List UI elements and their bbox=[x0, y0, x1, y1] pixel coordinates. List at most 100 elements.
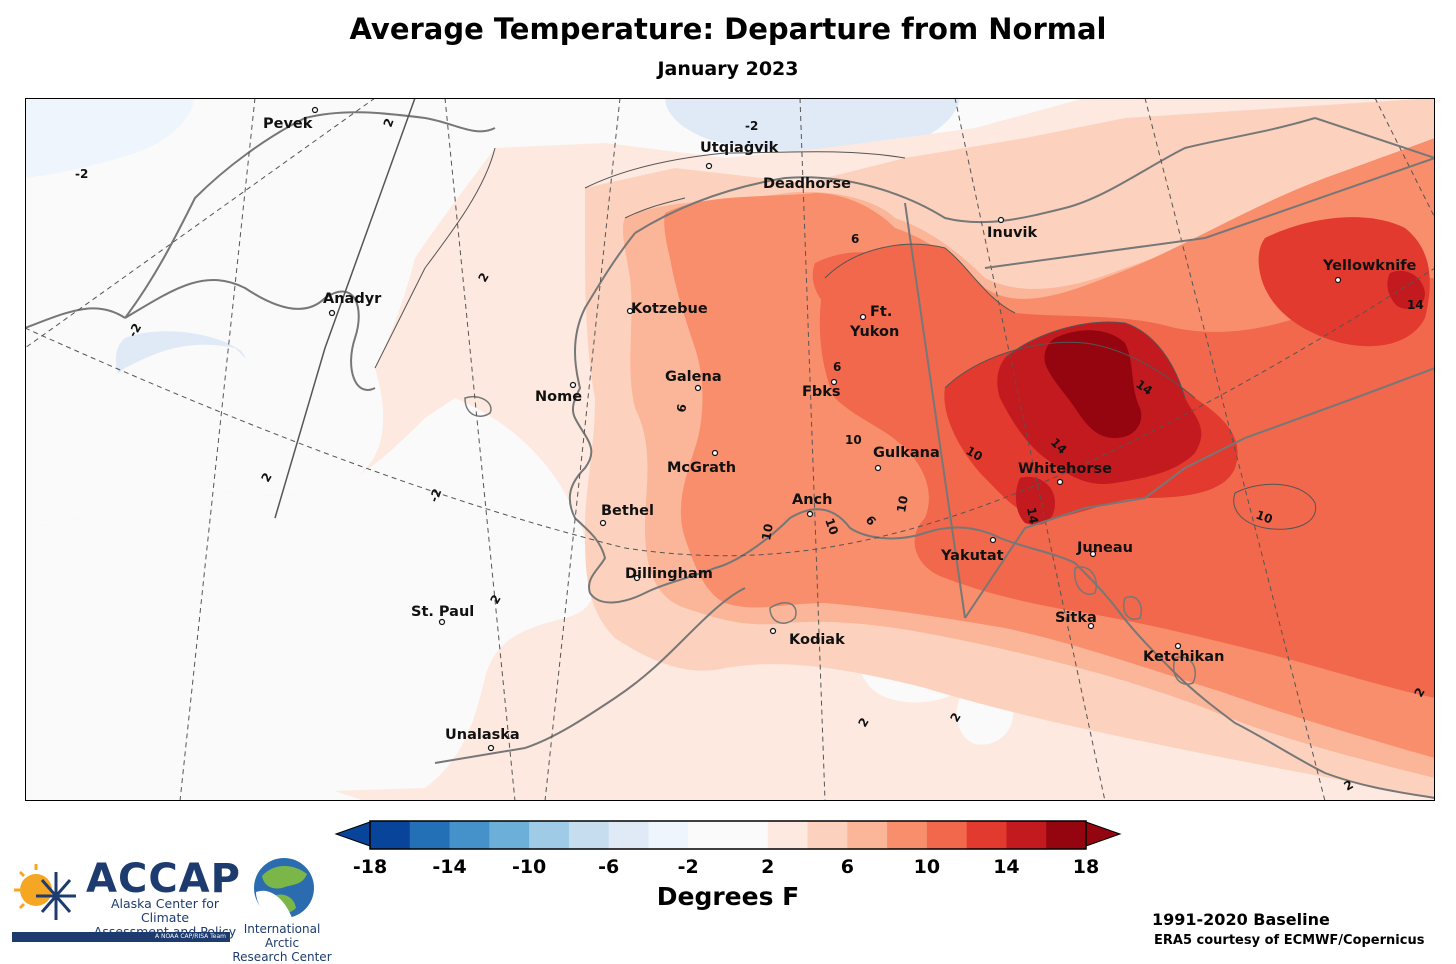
colorbar-cell bbox=[449, 821, 490, 849]
city-label: Nome bbox=[535, 389, 582, 405]
city-markers bbox=[311, 106, 1342, 752]
colorbar-cell bbox=[688, 821, 729, 849]
iarc-text: International Arctic Research Center bbox=[226, 922, 338, 964]
colorbar-tick-label: 6 bbox=[840, 856, 854, 878]
colorbar bbox=[334, 820, 1122, 850]
sun-snowflake-icon bbox=[14, 864, 76, 920]
anomaly-band-14-south bbox=[1015, 476, 1055, 525]
colorbar-cell bbox=[648, 821, 689, 849]
city-label: Ft. bbox=[870, 304, 892, 320]
city-label: Fbks bbox=[802, 384, 841, 400]
contour-label: -2 bbox=[427, 487, 445, 504]
city-label: Whitehorse bbox=[1018, 461, 1112, 477]
colorbar-cell bbox=[529, 821, 570, 849]
source-credit: ERA5 courtesy of ECMWF/Copernicus bbox=[1154, 933, 1425, 948]
city-label: Yellowknife bbox=[1322, 258, 1417, 274]
iarc-line-2: Research Center bbox=[232, 950, 332, 964]
city-label: Kotzebue bbox=[631, 301, 708, 317]
contour-label: 10 bbox=[894, 495, 911, 514]
colorbar-tick-label: 2 bbox=[761, 856, 775, 878]
city-label: Yakutat bbox=[940, 548, 1004, 564]
baseline-credit: 1991-2020 Baseline bbox=[1152, 910, 1330, 929]
coastlines bbox=[25, 111, 1435, 799]
colorbar-tick-label: -14 bbox=[432, 856, 467, 878]
colorbar-cell bbox=[409, 821, 451, 849]
colorbar-cell bbox=[966, 821, 1007, 849]
anomaly-band-10-north bbox=[812, 252, 909, 319]
city-label: Inuvik bbox=[987, 225, 1037, 241]
anomaly-band-16 bbox=[1044, 330, 1142, 438]
colorbar-cell bbox=[807, 821, 848, 849]
city-label: Pevek bbox=[263, 116, 313, 132]
accap-tagline: A NOAA CAP/RISA Team bbox=[12, 932, 230, 942]
iarc-line-1: International Arctic bbox=[243, 922, 321, 950]
colorbar-label: Degrees F bbox=[656, 882, 800, 911]
colorbar-cell bbox=[370, 821, 411, 849]
colorbar-tick-label: -6 bbox=[598, 856, 620, 878]
colorbar-cell bbox=[847, 821, 888, 849]
contour-label: 10 bbox=[845, 433, 862, 447]
city-label: Unalaska bbox=[445, 727, 520, 743]
city-label: Sitka bbox=[1055, 610, 1097, 626]
colorbar-cell bbox=[1046, 821, 1087, 849]
city-label: Yukon bbox=[849, 324, 899, 340]
anomaly-area-arctic-cold bbox=[665, 98, 960, 152]
contour-label: 6 bbox=[833, 360, 841, 374]
borders bbox=[904, 117, 1435, 619]
colorbar-cell bbox=[608, 821, 649, 849]
city-label: McGrath bbox=[667, 460, 736, 476]
colorbar-tick-label: -10 bbox=[511, 856, 547, 878]
colorbar-cell bbox=[926, 821, 968, 849]
contour-label: 10 bbox=[759, 523, 776, 542]
city-label: Anadyr bbox=[323, 291, 382, 307]
map-subtitle: January 2023 bbox=[657, 58, 799, 80]
city-label: St. Paul bbox=[411, 604, 474, 620]
colorbar-outline bbox=[369, 820, 1087, 850]
contour-label: 10 bbox=[1254, 508, 1274, 527]
contour-label: -2 bbox=[125, 321, 144, 340]
accap-logo-text: ACCAP bbox=[86, 856, 241, 902]
colorbar-tick-label: 14 bbox=[993, 856, 1020, 878]
city-label: Anch bbox=[792, 492, 832, 508]
islands bbox=[464, 396, 1196, 685]
colorbar-cell bbox=[1006, 821, 1047, 849]
city-label: Bethel bbox=[601, 503, 654, 519]
iarc-globe-icon bbox=[254, 858, 314, 918]
city-labels: Pevek Anadyr Utqiaġvik Deadhorse Inuvik … bbox=[263, 116, 1417, 743]
city-label: Deadhorse bbox=[763, 176, 851, 192]
colorbar-cell bbox=[767, 821, 809, 849]
colorbar-tick-label: 18 bbox=[1072, 856, 1100, 878]
temperature-anomaly-map: -2 2 -2 2 -2 2 -2 6 6 6 10 10 14 14 14 1… bbox=[25, 98, 1435, 801]
contour-label: 14 bbox=[1024, 506, 1041, 525]
colorbar-tick-label: 10 bbox=[913, 856, 941, 878]
city-label: Gulkana bbox=[873, 445, 940, 461]
date-line bbox=[274, 98, 416, 519]
city-label: Galena bbox=[665, 369, 722, 385]
city-label: Juneau bbox=[1076, 540, 1133, 556]
contour-label: 6 bbox=[674, 403, 689, 414]
anomaly-band-14-east bbox=[1387, 270, 1425, 310]
contour-label: 14 bbox=[1407, 298, 1424, 312]
colorbar-cells bbox=[370, 821, 1087, 849]
colorbar-cell bbox=[568, 821, 610, 849]
anomaly-area-west-cold bbox=[25, 98, 195, 178]
colorbar-cell bbox=[887, 821, 928, 849]
graticule bbox=[25, 98, 1435, 801]
map-title: Average Temperature: Departure from Norm… bbox=[349, 12, 1107, 46]
colorbar-arrow-right bbox=[1085, 821, 1122, 847]
anomaly-band-12-east bbox=[1258, 217, 1430, 347]
anomaly-band-2-sea-gap bbox=[25, 344, 384, 528]
anomaly-band-2-sw bbox=[25, 398, 594, 801]
contour-label: -2 bbox=[745, 119, 758, 133]
city-label: Utqiaġvik bbox=[700, 140, 779, 156]
city-label: Kodiak bbox=[789, 632, 845, 648]
colorbar-tick-label: -18 bbox=[352, 856, 388, 878]
contour-label: -2 bbox=[75, 167, 88, 181]
colorbar-tick-label: -2 bbox=[677, 856, 699, 878]
colorbar-cell bbox=[728, 821, 769, 849]
contour-label: 10 bbox=[822, 516, 841, 536]
contour-label: 6 bbox=[851, 232, 859, 246]
city-label: Dillingham bbox=[625, 566, 713, 582]
accap-line-1: Alaska Center for Climate bbox=[110, 896, 220, 925]
colorbar-cell bbox=[489, 821, 530, 849]
